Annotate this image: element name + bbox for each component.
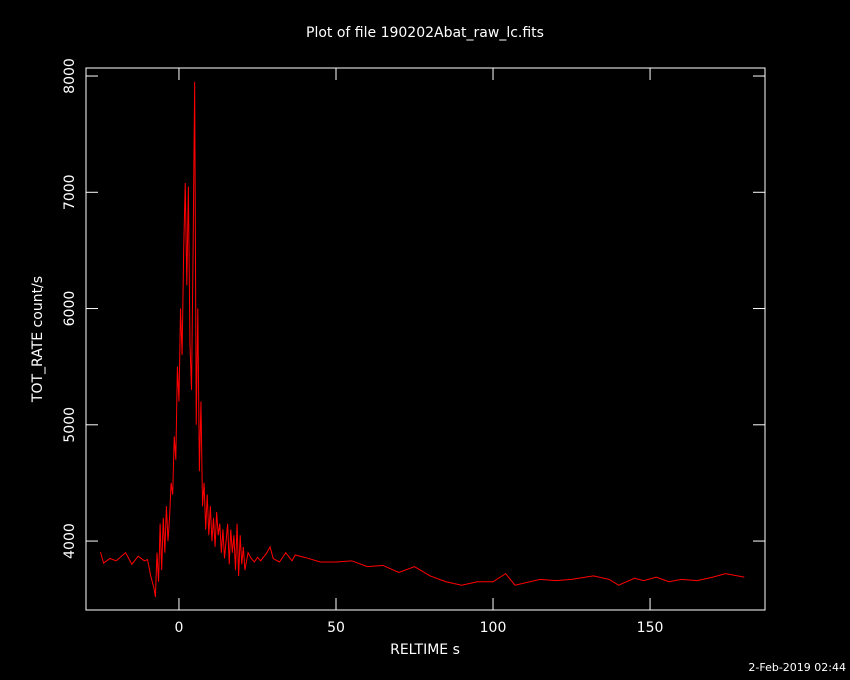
- plot-frame: [85, 67, 766, 611]
- x-tick-label: 150: [637, 620, 664, 636]
- y-axis-label: TOT_RATE count/s: [30, 276, 46, 403]
- y-tick-label: 7000: [62, 174, 78, 210]
- y-tick-label: 5000: [62, 407, 78, 443]
- x-axis-label: RELTIME s: [390, 642, 460, 658]
- light-curve: [99, 81, 745, 597]
- y-tick-label: 8000: [62, 58, 78, 94]
- chart-title: Plot of file 190202Abat_raw_lc.fits: [306, 25, 544, 41]
- x-tick-label: 0: [175, 620, 184, 636]
- y-tick-label: 4000: [62, 523, 78, 559]
- y-tick-label: 6000: [62, 291, 78, 327]
- x-tick-label: 100: [480, 620, 507, 636]
- x-tick-label: 50: [327, 620, 345, 636]
- footer: 2-Feb-2019 02:44: [748, 661, 846, 674]
